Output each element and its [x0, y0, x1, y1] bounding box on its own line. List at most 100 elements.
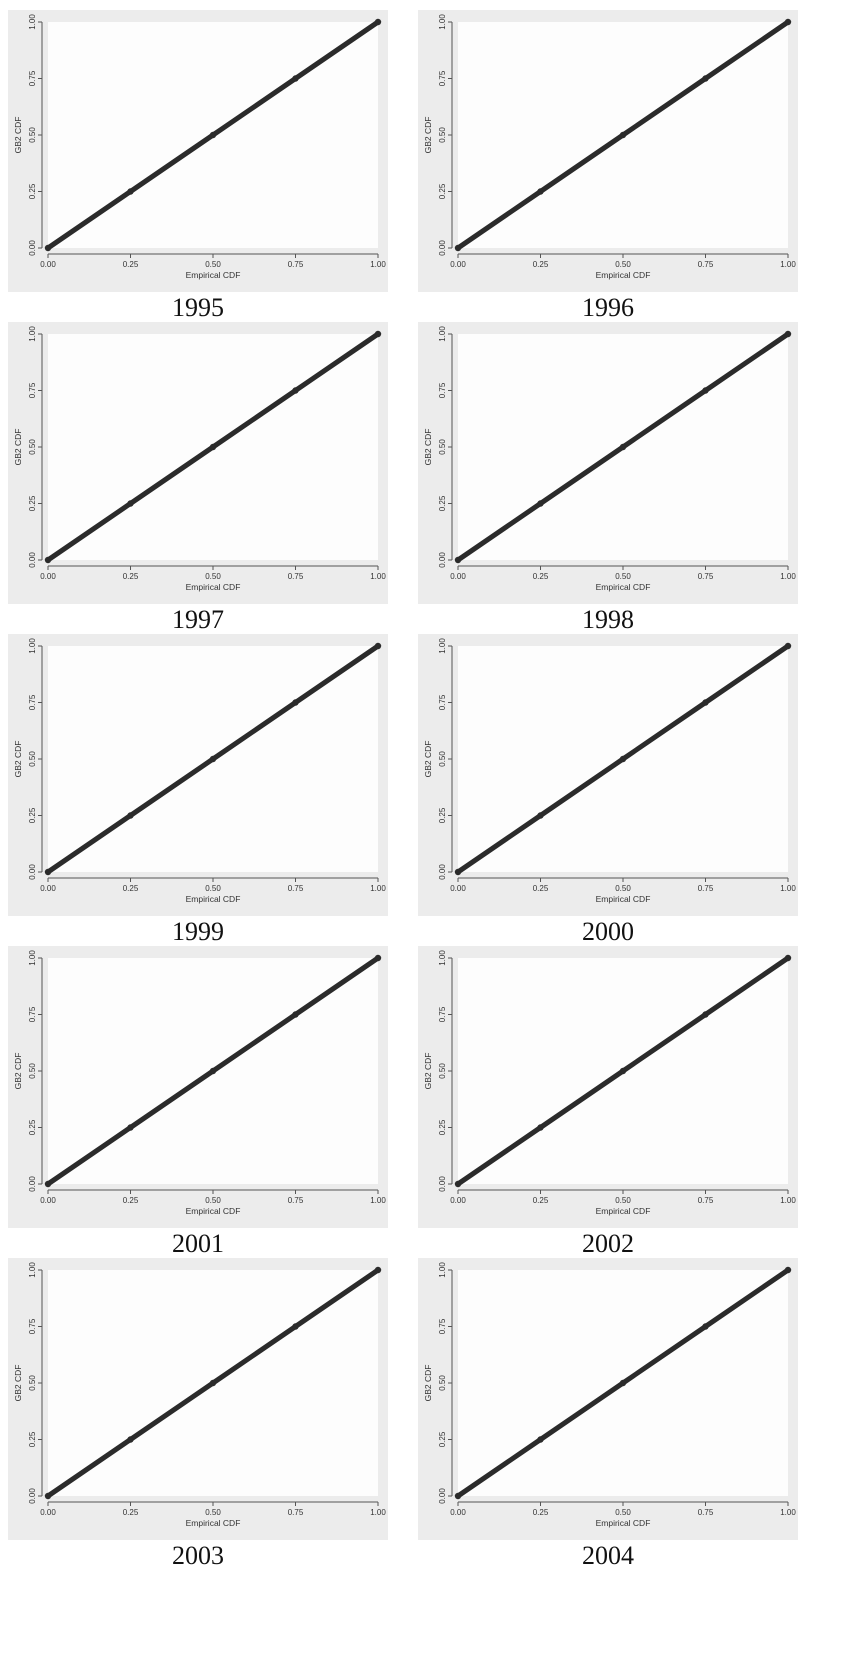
x-tick-label: 0.00 — [450, 1196, 466, 1205]
chart-svg: 0.00 0.25 0.50 0.75 1.00 0.00 0.25 0.50 0.75 1.00… — [423, 950, 796, 1216]
y-tick-label: 0.50 — [438, 127, 447, 143]
data-point — [537, 1124, 544, 1131]
x-tick-label: 0.50 — [205, 884, 221, 893]
chart-svg: 0.00 0.25 0.50 0.75 1.00 0.00 0.25 0.50 0.75 1.00… — [423, 638, 796, 904]
x-tick-label: 1.00 — [780, 1196, 796, 1205]
x-tick-label: 0.75 — [698, 572, 714, 581]
x-tick-label: 0.00 — [40, 572, 56, 581]
x-tick-label: 1.00 — [370, 572, 386, 581]
y-tick-label: 0.75 — [28, 1006, 37, 1022]
x-tick-label: 0.00 — [40, 1508, 56, 1517]
x-axis-label: Empirical CDF — [596, 582, 651, 592]
chart-year-caption: 2002 — [582, 1229, 634, 1258]
x-tick-label: 0.25 — [123, 1196, 139, 1205]
x-axis-label: Empirical CDF — [186, 582, 241, 592]
y-tick-label: 0.25 — [28, 1431, 37, 1447]
x-tick-label: 1.00 — [370, 1508, 386, 1517]
y-tick-label: 0.75 — [28, 694, 37, 710]
x-tick-label: 0.50 — [615, 884, 631, 893]
y-tick-label: 0.75 — [28, 70, 37, 86]
x-tick-label: 1.00 — [370, 884, 386, 893]
data-point — [619, 131, 627, 139]
data-point — [537, 500, 544, 507]
y-axis-label: GB2 CDF — [13, 1365, 23, 1402]
data-point — [619, 443, 627, 451]
data-point — [374, 954, 382, 962]
data-point — [537, 188, 544, 195]
data-point — [454, 244, 462, 252]
chart-svg: 0.00 0.25 0.50 0.75 1.00 0.00 0.25 0.50 0.75 1.00… — [13, 1262, 386, 1528]
y-tick-label: 0.50 — [438, 1063, 447, 1079]
x-tick-label: 0.00 — [450, 1508, 466, 1517]
chart-year-caption: 2000 — [582, 917, 634, 946]
y-tick-label: 0.00 — [28, 552, 37, 568]
data-point — [619, 1379, 627, 1387]
y-tick-label: 0.75 — [438, 70, 447, 86]
data-point — [374, 1266, 382, 1274]
x-tick-label: 0.75 — [698, 884, 714, 893]
y-tick-label: 0.75 — [438, 382, 447, 398]
x-axis-label: Empirical CDF — [596, 1206, 651, 1216]
y-tick-label: 0.00 — [438, 240, 447, 256]
x-tick-label: 0.25 — [533, 572, 549, 581]
data-point — [374, 642, 382, 650]
data-point — [292, 699, 299, 706]
x-tick-label: 1.00 — [370, 260, 386, 269]
data-point — [44, 1492, 52, 1500]
y-tick-label: 0.75 — [438, 694, 447, 710]
data-point — [619, 755, 627, 763]
y-tick-label: 1.00 — [438, 326, 447, 342]
x-axis-label: Empirical CDF — [186, 270, 241, 280]
data-point — [127, 188, 134, 195]
data-point — [702, 699, 709, 706]
data-point — [127, 1436, 134, 1443]
y-tick-label: 0.25 — [438, 183, 447, 199]
chart-year-caption: 1997 — [172, 605, 224, 634]
data-point — [44, 556, 52, 564]
chart-svg: 0.00 0.25 0.50 0.75 1.00 0.00 0.25 0.50 0.75 1.00… — [423, 14, 796, 280]
x-tick-label: 0.25 — [533, 884, 549, 893]
y-tick-label: 0.25 — [28, 1119, 37, 1135]
y-tick-label: 0.50 — [438, 1375, 447, 1391]
chart-year-caption: 1999 — [172, 917, 224, 946]
chart-panel: 0.00 0.25 0.50 0.75 1.00 0.00 0.25 0.50 0.75 1.00… — [418, 946, 798, 1276]
x-tick-label: 0.00 — [40, 260, 56, 269]
y-tick-label: 0.25 — [438, 1119, 447, 1135]
y-tick-label: 0.50 — [28, 1375, 37, 1391]
x-tick-label: 0.75 — [288, 884, 304, 893]
y-tick-label: 0.25 — [28, 807, 37, 823]
x-tick-label: 0.00 — [450, 572, 466, 581]
data-point — [292, 1323, 299, 1330]
chart-year-caption: 1998 — [582, 605, 634, 634]
x-tick-label: 0.50 — [205, 260, 221, 269]
data-point — [619, 1067, 627, 1075]
chart-panel: 0.00 0.25 0.50 0.75 1.00 0.00 0.25 0.50 0.75 1.00… — [8, 1258, 388, 1588]
x-tick-label: 0.00 — [40, 1196, 56, 1205]
data-point — [537, 1436, 544, 1443]
data-point — [784, 954, 792, 962]
x-tick-label: 1.00 — [780, 260, 796, 269]
data-point — [44, 1180, 52, 1188]
data-point — [454, 868, 462, 876]
data-point — [209, 443, 217, 451]
chart-panel: 0.00 0.25 0.50 0.75 1.00 0.00 0.25 0.50 0.75 1.00… — [418, 322, 798, 652]
data-point — [209, 1379, 217, 1387]
x-axis-label: Empirical CDF — [186, 894, 241, 904]
y-tick-label: 1.00 — [438, 950, 447, 966]
data-point — [702, 75, 709, 82]
x-tick-label: 0.50 — [615, 260, 631, 269]
y-tick-label: 0.75 — [438, 1318, 447, 1334]
data-point — [702, 1323, 709, 1330]
y-tick-label: 0.00 — [438, 1176, 447, 1192]
y-tick-label: 0.00 — [28, 1176, 37, 1192]
y-tick-label: 0.00 — [438, 864, 447, 880]
x-tick-label: 0.25 — [123, 884, 139, 893]
data-point — [537, 812, 544, 819]
x-axis-label: Empirical CDF — [596, 270, 651, 280]
y-tick-label: 0.75 — [28, 382, 37, 398]
x-tick-label: 1.00 — [370, 1196, 386, 1205]
chart-panel: 0.00 0.25 0.50 0.75 1.00 0.00 0.25 0.50 0.75 1.00… — [8, 946, 388, 1276]
x-tick-label: 0.75 — [698, 260, 714, 269]
y-tick-label: 0.50 — [28, 751, 37, 767]
y-tick-label: 0.00 — [438, 1488, 447, 1504]
